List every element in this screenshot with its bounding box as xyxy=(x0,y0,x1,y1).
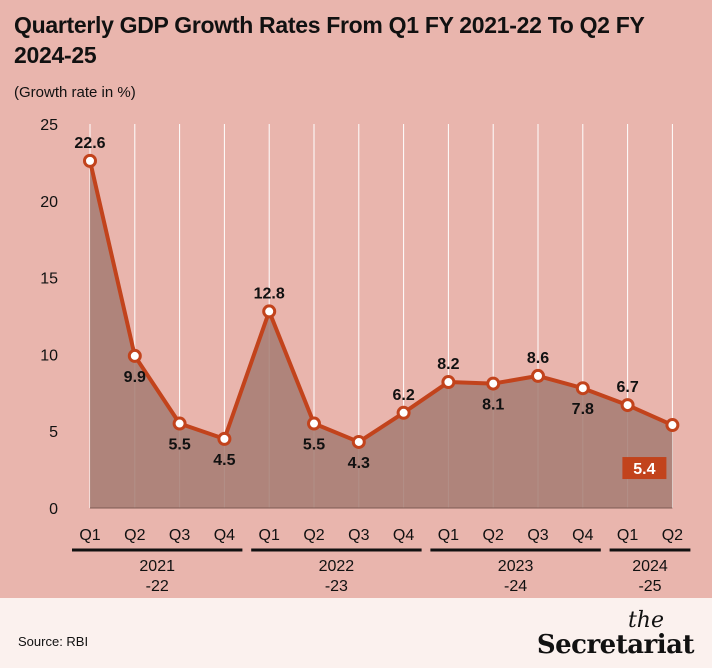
y-tick-label: 0 xyxy=(49,501,58,518)
area-fill xyxy=(90,160,673,508)
data-label: 7.8 xyxy=(572,401,594,418)
x-tick-label: Q1 xyxy=(259,527,280,544)
data-point xyxy=(83,153,97,168)
x-tick-label: Q2 xyxy=(303,527,324,544)
x-tick-label: Q1 xyxy=(617,527,638,544)
year-group-label: 2023 xyxy=(498,558,534,575)
footer: Source: RBI the Secretariat xyxy=(0,598,712,668)
data-point xyxy=(665,418,680,433)
y-tick-label: 5 xyxy=(49,424,58,441)
year-group-label: -22 xyxy=(146,578,169,595)
x-tick-label: Q3 xyxy=(527,527,548,544)
x-tick-label: Q2 xyxy=(483,527,504,544)
data-label: 22.6 xyxy=(74,135,105,152)
source-note: Source: RBI xyxy=(18,634,89,649)
x-tick-label: Q2 xyxy=(124,527,145,544)
highlight-label-bg xyxy=(622,457,667,480)
year-group-label: -25 xyxy=(638,578,661,595)
y-tick-label: 20 xyxy=(40,194,58,211)
data-label: 12.8 xyxy=(254,285,285,302)
publisher-logo: the Secretariat xyxy=(524,608,695,664)
year-group-label: -23 xyxy=(325,578,348,595)
data-label: 4.5 xyxy=(213,452,235,469)
data-point xyxy=(486,376,501,391)
data-point xyxy=(307,416,321,431)
data-point xyxy=(575,381,590,396)
data-label: 6.2 xyxy=(392,387,414,404)
chart-subtitle: (Growth rate in %) xyxy=(14,84,136,101)
x-tick-label: Q1 xyxy=(438,527,459,544)
series-line xyxy=(88,160,674,444)
year-group-label: 2024 xyxy=(632,558,668,575)
data-point xyxy=(351,434,366,449)
gdp-area-chart: 0 5 10 15 20 25 22.6 9.9 5.5 4.5 12.8 5.5 4.3 6.2 8.2 8… xyxy=(40,117,691,595)
x-tick-label: Q2 xyxy=(662,527,683,544)
year-group-label: 2021 xyxy=(139,558,175,575)
x-tick-label: Q1 xyxy=(79,527,100,544)
year-group-label: -24 xyxy=(504,578,527,595)
data-point xyxy=(217,431,232,446)
data-label: 9.9 xyxy=(124,369,146,386)
x-tick-label: Q3 xyxy=(348,527,369,544)
y-tick-label: 10 xyxy=(40,347,58,364)
data-label: 5.5 xyxy=(168,437,190,454)
data-label: 6.7 xyxy=(616,379,638,396)
data-point xyxy=(620,398,635,413)
data-point xyxy=(262,304,277,319)
data-label: 8.2 xyxy=(437,356,459,373)
logo-the: the xyxy=(627,608,664,633)
x-tick-label: Q4 xyxy=(214,527,235,544)
x-tick-label: Q3 xyxy=(169,527,190,544)
data-label: 5.5 xyxy=(303,437,325,454)
chart-title: Quarterly GDP Growth Rates From Q1 FY 20… xyxy=(14,12,645,68)
data-point xyxy=(441,375,456,390)
logo-name: Secretariat xyxy=(536,630,695,660)
data-point xyxy=(172,416,187,431)
data-label: 8.6 xyxy=(527,350,549,367)
data-label: 4.3 xyxy=(348,455,370,472)
y-tick-label: 15 xyxy=(40,271,58,288)
data-point xyxy=(531,368,545,383)
data-point xyxy=(127,348,142,363)
data-point xyxy=(396,405,411,420)
data-label: 8.1 xyxy=(482,397,504,414)
data-label: 5.4 xyxy=(633,461,655,478)
year-group-label: 2022 xyxy=(319,558,355,575)
x-tick-label: Q4 xyxy=(393,527,414,544)
x-tick-label: Q4 xyxy=(572,527,593,544)
y-tick-label: 25 xyxy=(40,117,58,134)
